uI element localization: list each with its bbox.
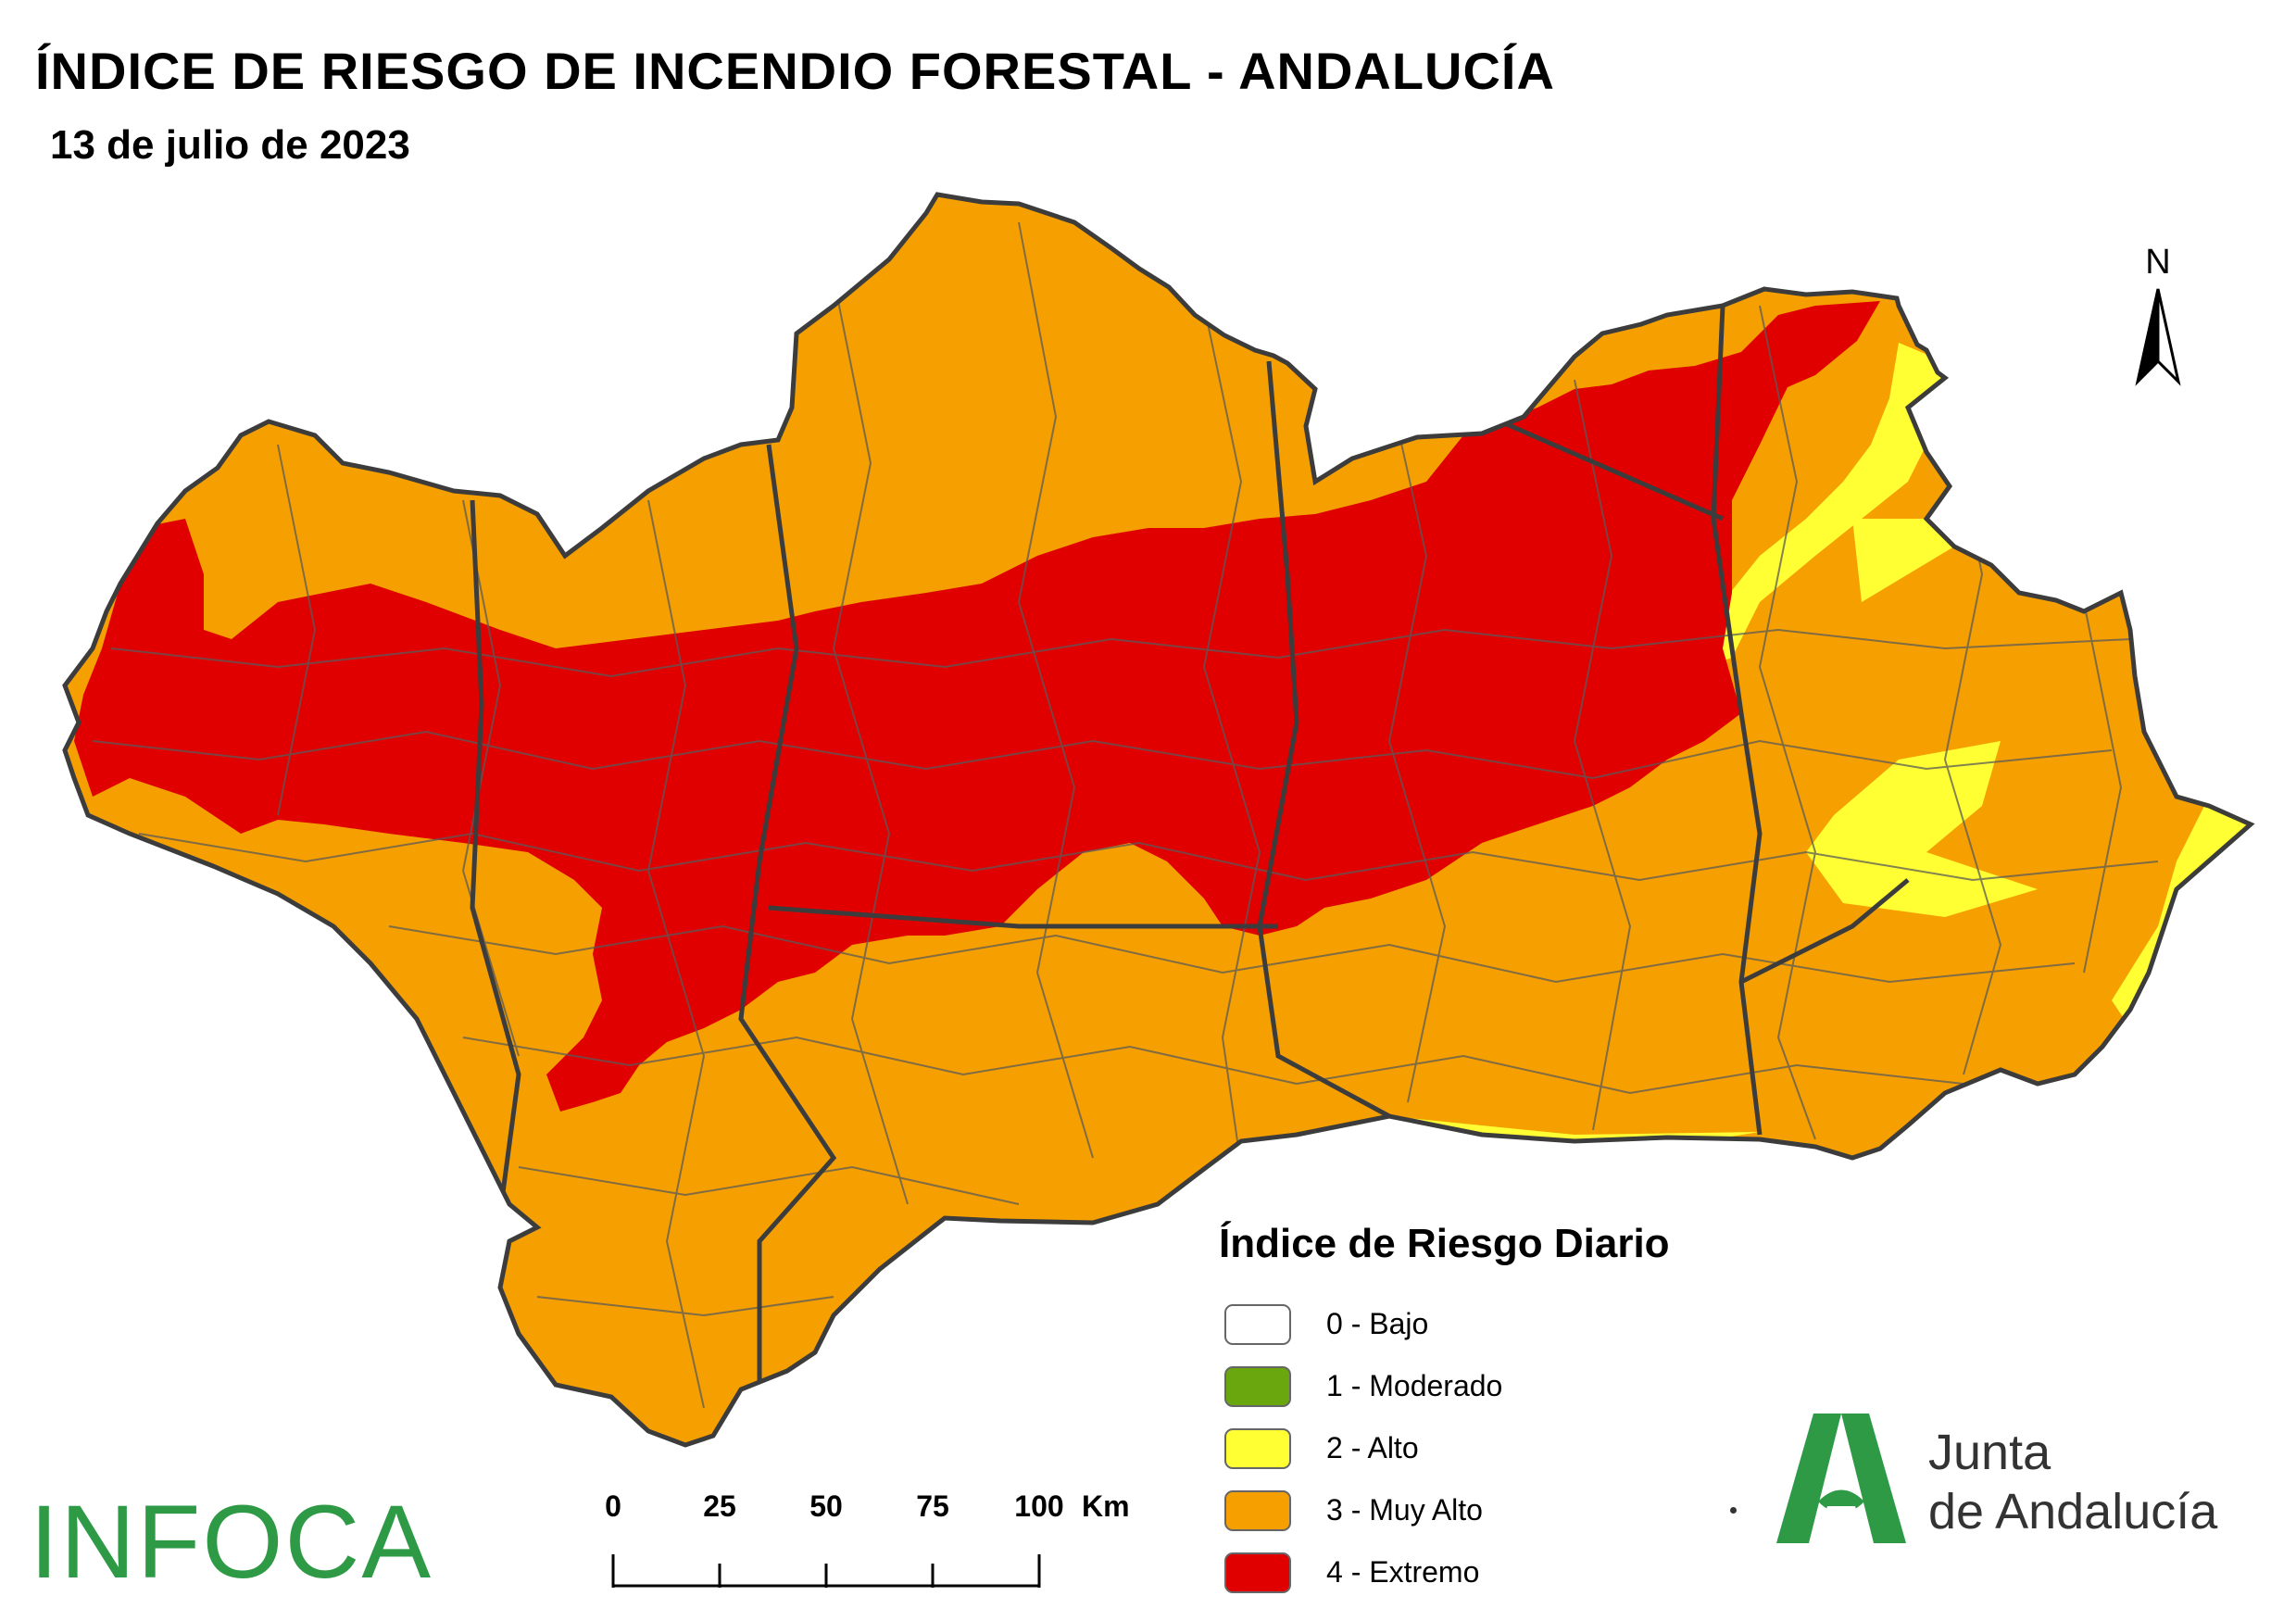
- legend: Índice de Riesgo Diario 0 - Bajo 1 - Mod…: [1219, 1221, 1670, 1603]
- legend-swatch: [1224, 1552, 1291, 1593]
- legend-label: 1 - Moderado: [1326, 1369, 1503, 1402]
- legend-item-extremo: 4 - Extremo: [1219, 1541, 1670, 1603]
- extremo-zone: [74, 301, 1880, 1112]
- legend-title: Índice de Riesgo Diario: [1219, 1221, 1670, 1266]
- junta-line1: Junta: [1928, 1425, 2051, 1480]
- scale-tick-label: 50: [809, 1489, 843, 1523]
- legend-label: 2 - Alto: [1326, 1431, 1419, 1464]
- legend-swatch: [1224, 1365, 1291, 1407]
- scale-bar: 0 25 50 75 100 Km: [574, 1489, 1167, 1601]
- legend-swatch: [1224, 1303, 1291, 1345]
- north-arrow-icon: [2135, 288, 2181, 386]
- scale-unit: Km: [1082, 1489, 1130, 1523]
- scale-tick-label: 0: [605, 1489, 621, 1523]
- junta-andalucia-wordmark: Junta de Andalucía: [1928, 1423, 2217, 1541]
- legend-label: 0 - Bajo: [1326, 1307, 1429, 1340]
- legend-item-alto: 2 - Alto: [1219, 1417, 1670, 1479]
- map-title: ÍNDICE DE RIESGO DE INCENDIO FORESTAL - …: [35, 42, 1555, 100]
- legend-label: 3 - Muy Alto: [1326, 1493, 1483, 1527]
- legend-item-muy-alto: 3 - Muy Alto: [1219, 1479, 1670, 1541]
- scale-tick-label: 75: [916, 1489, 949, 1523]
- junta-line2: de Andalucía: [1928, 1484, 2218, 1539]
- scale-bar-line: [611, 1554, 1041, 1588]
- north-arrow: N: [2121, 243, 2195, 391]
- north-label: N: [2145, 243, 2171, 282]
- decorative-dot: [1730, 1507, 1737, 1514]
- infoca-logo: INFOCA: [30, 1484, 433, 1600]
- junta-andalucia-logo-icon: [1776, 1414, 1906, 1543]
- legend-label: 4 - Extremo: [1326, 1555, 1480, 1589]
- alto-zone-east-center: [1852, 519, 1954, 602]
- legend-item-bajo: 0 - Bajo: [1219, 1293, 1670, 1355]
- scale-tick-label: 25: [703, 1489, 736, 1523]
- map-date: 13 de julio de 2023: [50, 122, 410, 168]
- alto-zone-northeast: [1704, 343, 1954, 667]
- legend-swatch: [1224, 1427, 1291, 1469]
- legend-item-moderado: 1 - Moderado: [1219, 1355, 1670, 1417]
- scale-tick-label: 100: [1014, 1489, 1064, 1523]
- municipal-boundaries: [92, 221, 2159, 1409]
- legend-swatch: [1224, 1489, 1291, 1531]
